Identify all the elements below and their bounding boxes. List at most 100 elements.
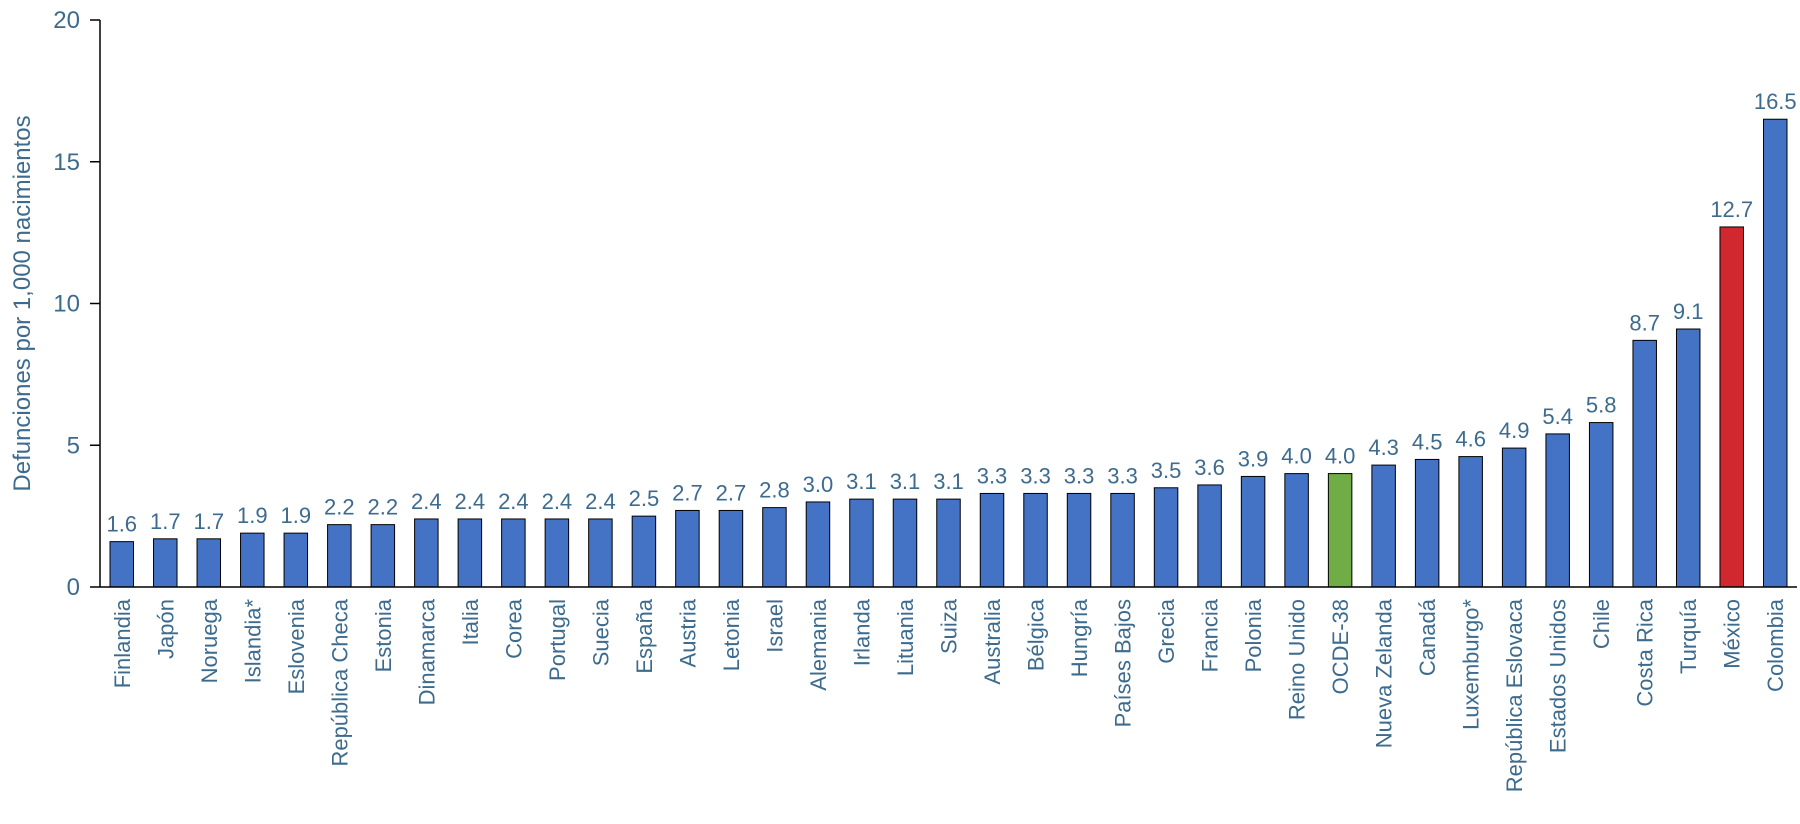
category-label-republica-checa: República Checa <box>327 598 352 766</box>
value-label-estados-unidos: 5.4 <box>1542 404 1573 429</box>
bar-republica-eslovaca <box>1501 447 1527 588</box>
value-label-republica-checa: 2.2 <box>324 495 355 520</box>
value-label-corea: 2.4 <box>498 489 529 514</box>
bar-luxemburgo <box>1458 456 1483 588</box>
value-label-irlanda: 3.1 <box>846 469 877 494</box>
bar-estados-unidos <box>1545 433 1570 588</box>
category-label-islandia: Islandia* <box>240 599 265 684</box>
bar-portugal <box>544 518 570 588</box>
bar-ocde-38 <box>1327 473 1353 588</box>
bar-corea <box>501 518 526 588</box>
category-label-suecia: Suecia <box>588 598 613 666</box>
category-label-italia: Italia <box>458 598 483 645</box>
value-label-ocde-38: 4.0 <box>1325 444 1356 469</box>
bar-islandia <box>240 532 265 588</box>
category-label-paises-bajos: Países Bajos <box>1111 599 1136 727</box>
y-axis-ticks: 0 5 10 15 20 <box>53 7 100 601</box>
category-label-grecia: Grecia <box>1154 598 1179 664</box>
category-label-lituania: Lituania <box>893 598 918 676</box>
value-labels: 1.6 1.7 1.7 1.9 1.9 2.2 2.2 2.4 2.4 2.4 2.4 2.4 2.5 2… <box>106 89 1796 536</box>
value-label-letonia: 2.7 <box>716 480 747 505</box>
value-label-colombia: 16.5 <box>1754 89 1797 114</box>
category-label-australia: Australia <box>980 598 1005 684</box>
category-label-austria: Austria <box>675 598 700 667</box>
y-tick-label: 15 <box>53 149 80 176</box>
value-label-eslovenia: 1.9 <box>281 503 312 528</box>
bar-letonia <box>718 509 744 588</box>
bar-dinamarca <box>414 518 439 588</box>
category-label-israel: Israel <box>762 599 787 653</box>
category-label-suiza: Suiza <box>937 598 962 654</box>
category-label-estonia: Estonia <box>371 598 396 672</box>
value-label-polonia: 3.9 <box>1238 446 1269 471</box>
bar-australia <box>979 492 1005 588</box>
value-label-luxemburgo: 4.6 <box>1455 427 1486 452</box>
bar-finlandia <box>109 541 135 588</box>
bar-estonia <box>370 524 396 588</box>
category-label-polonia: Polonia <box>1241 598 1266 672</box>
bar-espana <box>631 515 657 588</box>
value-label-chile: 5.8 <box>1586 393 1617 418</box>
bar-israel <box>762 507 787 588</box>
value-label-lituania: 3.1 <box>890 469 921 494</box>
category-label-dinamarca: Dinamarca <box>414 598 439 705</box>
category-label-ocde-38: OCDE-38 <box>1328 599 1353 694</box>
bar-lituania <box>892 498 918 588</box>
bar-italia <box>457 518 483 588</box>
value-label-japon: 1.7 <box>150 509 181 534</box>
category-label-chile: Chile <box>1589 599 1614 649</box>
y-tick-label: 5 <box>67 432 80 459</box>
value-label-grecia: 3.5 <box>1151 458 1182 483</box>
bars <box>109 118 1788 588</box>
category-label-alemania: Alemania <box>806 598 831 690</box>
value-label-espana: 2.5 <box>629 486 660 511</box>
value-label-nueva-zelanda: 4.3 <box>1368 435 1399 460</box>
bar-eslovenia <box>283 532 309 588</box>
value-label-australia: 3.3 <box>977 463 1008 488</box>
bar-irlanda <box>849 498 874 588</box>
category-label-portugal: Portugal <box>545 599 570 681</box>
value-label-republica-eslovaca: 4.9 <box>1499 418 1530 443</box>
category-label-espana: España <box>632 598 657 673</box>
bar-alemania <box>805 501 831 588</box>
category-label-francia: Francia <box>1198 598 1223 672</box>
category-label-irlanda: Irlanda <box>849 598 874 666</box>
category-label-corea: Corea <box>501 598 526 659</box>
bar-grecia <box>1153 487 1179 588</box>
value-label-islandia: 1.9 <box>237 503 268 528</box>
bar-belgica <box>1023 492 1048 588</box>
bar-chile <box>1588 422 1614 588</box>
bar-austria <box>675 509 700 588</box>
bar-colombia <box>1762 118 1788 588</box>
value-label-suecia: 2.4 <box>585 489 616 514</box>
value-label-austria: 2.7 <box>672 480 703 505</box>
value-label-francia: 3.6 <box>1194 455 1225 480</box>
value-label-finlandia: 1.6 <box>106 512 137 537</box>
category-label-luxemburgo: Luxemburgo* <box>1459 599 1484 730</box>
category-label-belgica: Bélgica <box>1024 598 1049 671</box>
category-label-colombia: Colombia <box>1763 598 1788 692</box>
bar-reino-unido <box>1284 473 1309 588</box>
bar-suiza <box>936 498 961 588</box>
value-label-hungria: 3.3 <box>1064 463 1095 488</box>
bar-republica-checa <box>327 524 352 588</box>
y-tick-label: 0 <box>67 574 80 601</box>
bar-turquia <box>1675 328 1701 588</box>
value-label-italia: 2.4 <box>455 489 486 514</box>
category-label-mexico: México <box>1720 599 1745 669</box>
bar-japon <box>153 538 178 588</box>
bar-mexico <box>1719 226 1744 588</box>
category-label-reino-unido: Reino Unido <box>1285 599 1310 720</box>
bar-costa-rica <box>1632 339 1657 588</box>
category-label-nueva-zelanda: Nueva Zelanda <box>1372 598 1397 748</box>
category-label-hungria: Hungría <box>1067 598 1092 677</box>
value-label-mexico: 12.7 <box>1710 197 1753 222</box>
y-tick-label: 20 <box>53 7 80 34</box>
bar-paises-bajos <box>1110 492 1135 588</box>
value-label-estonia: 2.2 <box>368 495 399 520</box>
category-label-letonia: Letonia <box>719 598 744 671</box>
y-tick-label: 10 <box>53 291 80 318</box>
bar-nueva-zelanda <box>1371 464 1396 588</box>
bar-francia <box>1197 484 1222 588</box>
